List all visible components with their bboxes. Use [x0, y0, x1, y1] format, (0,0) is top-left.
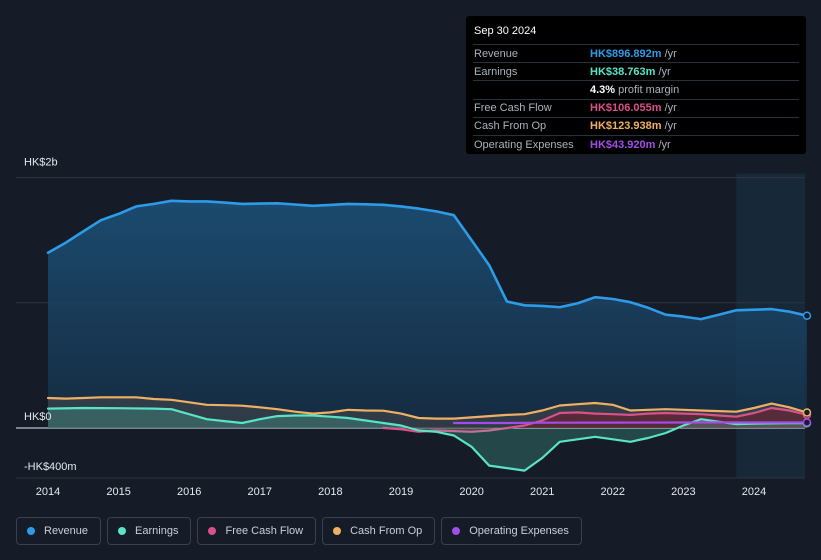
- tooltip-label: Revenue: [474, 47, 519, 60]
- tooltip-row: Cash From Op HK$123.938m/yr: [473, 116, 799, 135]
- tooltip-value: HK$123.938m: [590, 120, 662, 133]
- legend-label: Operating Expenses: [469, 525, 569, 537]
- x-tick-label: 2015: [106, 486, 130, 498]
- y-axis: HK$2b HK$0 -HK$400m: [24, 157, 77, 473]
- tooltip-row: Operating Expenses HK$43.920m/yr: [473, 134, 799, 153]
- tooltip-value: HK$43.920m: [590, 138, 656, 151]
- x-axis: 2014 2015 2016 2017 2018 2019 2020 2021 2022 2023…: [36, 486, 766, 498]
- x-tick-label: 2017: [248, 486, 272, 498]
- free-cash-flow-line: [382, 406, 808, 433]
- tooltip-unit: /yr: [664, 47, 677, 60]
- free-cash-flow-area: [383, 408, 807, 432]
- legend-dot-icon: [333, 527, 342, 535]
- revenue-area: [48, 200, 807, 428]
- earnings-line: [46, 406, 808, 472]
- tooltip-unit: /yr: [664, 102, 677, 115]
- x-tick-label: 2021: [530, 486, 554, 498]
- legend-label: Free Cash Flow: [225, 525, 304, 537]
- tooltip-label: Earnings: [474, 65, 518, 78]
- cash-from-op-line: [46, 396, 808, 420]
- revenue-end-marker: [802, 311, 812, 320]
- legend-label: Cash From Op: [350, 525, 423, 537]
- tooltip-label: Cash From Op: [474, 120, 547, 133]
- series-layer: [46, 199, 809, 472]
- operating-expenses-line: [452, 421, 808, 425]
- operating-expenses-end-marker: [802, 418, 812, 427]
- y-tick-label: -HK$400m: [24, 461, 77, 473]
- x-tick-label: 2016: [177, 486, 201, 498]
- x-tick-label: 2020: [459, 486, 483, 498]
- tooltip-value: 4.3%: [590, 83, 616, 96]
- tooltip-label: Free Cash Flow: [474, 102, 552, 115]
- tooltip-row: Free Cash Flow HK$106.055m/yr: [473, 98, 799, 117]
- cash-from-op-end-marker: [802, 408, 812, 417]
- tooltip-label: Operating Expenses: [474, 138, 574, 151]
- x-tick-label: 2019: [389, 486, 413, 498]
- tooltip-value: HK$38.763m: [590, 65, 656, 78]
- legend-dot-icon: [118, 527, 127, 535]
- legend-dot-icon: [27, 527, 35, 535]
- end-markers: [802, 311, 812, 428]
- x-tick-label: 2014: [36, 486, 60, 498]
- x-tick-label: 2018: [318, 486, 342, 498]
- y-tick-label: HK$2b: [24, 157, 58, 169]
- y-tick-label: HK$0: [24, 411, 52, 423]
- x-tick-label: 2022: [601, 486, 625, 498]
- tooltip-row: 4.3% profit margin: [473, 80, 799, 98]
- legend-item[interactable]: Free Cash Flow: [197, 517, 317, 545]
- tooltip-date: Sep 30 2024: [474, 25, 537, 37]
- legend-label: Earnings: [135, 525, 179, 537]
- legend-item[interactable]: Cash From Op: [322, 517, 436, 545]
- tooltip: Sep 30 2024 Revenue HK$896.892m/yr Earning…: [466, 16, 806, 154]
- legend-label: Revenue: [44, 525, 89, 537]
- legend-dot-icon: [208, 527, 217, 535]
- legend: Revenue Earnings Free Cash Flow Cash From O…: [16, 517, 582, 545]
- legend-item[interactable]: Earnings: [107, 517, 192, 545]
- x-tick-label: 2023: [671, 486, 695, 498]
- revenue-line: [46, 199, 809, 321]
- legend-item[interactable]: Operating Expenses: [441, 517, 582, 545]
- legend-item[interactable]: Revenue: [16, 517, 102, 545]
- legend-dot-icon: [452, 527, 461, 535]
- tooltip-rows: Revenue HK$896.892m/yr Earnings HK$38.763m /…: [473, 44, 799, 153]
- tooltip-value: HK$896.892m: [590, 47, 662, 60]
- tooltip-value: HK$106.055m: [590, 102, 662, 115]
- tooltip-unit: profit margin: [618, 83, 680, 96]
- tooltip-row: Earnings HK$38.763m/yr: [473, 62, 799, 80]
- tooltip-unit: /yr: [658, 65, 671, 78]
- x-tick-label: 2024: [742, 486, 766, 498]
- tooltip-row: Revenue HK$896.892m/yr: [473, 44, 799, 62]
- tooltip-unit: /yr: [664, 120, 677, 133]
- earnings-area: [48, 408, 807, 471]
- tooltip-unit: /yr: [658, 138, 671, 151]
